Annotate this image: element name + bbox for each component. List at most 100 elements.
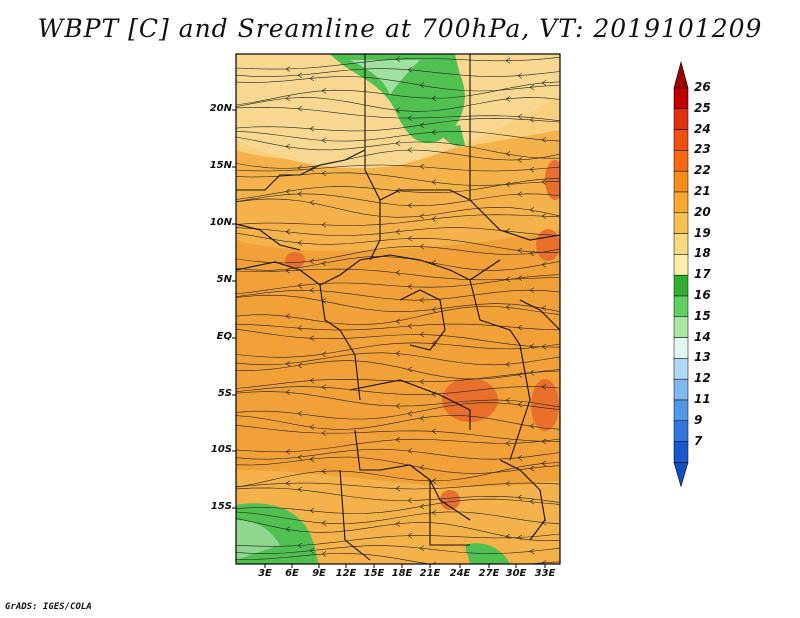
colorbar-swatch <box>673 399 689 422</box>
stream-arrow <box>285 143 291 150</box>
stream-arrow <box>541 137 547 143</box>
stream-arrow <box>407 410 413 417</box>
lat-tick-label: 5N <box>216 274 232 285</box>
colorbar-swatch <box>673 316 689 338</box>
stream-arrow <box>517 113 523 120</box>
streamline <box>236 415 560 430</box>
stream-arrow <box>407 323 413 329</box>
field-hot-spot <box>545 160 560 200</box>
lon-tick-label: 12E <box>335 568 357 579</box>
stream-arrow <box>517 455 523 461</box>
streamline <box>236 149 560 169</box>
colorbar-swatch <box>673 420 689 442</box>
stream-arrow <box>321 170 327 177</box>
lon-tick-label: 15E <box>363 568 385 579</box>
grads-credit: GrADS: IGES/COLA <box>5 602 92 612</box>
stream-arrow <box>395 485 401 492</box>
streamline <box>236 193 560 207</box>
stream-arrow <box>309 424 315 430</box>
colorbar-swatch <box>673 233 689 255</box>
stream-arrow <box>309 75 315 82</box>
stream-arrow <box>285 268 291 274</box>
stream-arrow <box>395 187 401 194</box>
lon-tick-label: 9E <box>312 568 326 579</box>
streamline <box>236 448 560 460</box>
stream-arrow <box>395 403 401 409</box>
stream-arrow <box>419 122 425 128</box>
stream-arrow <box>407 497 413 504</box>
streamline <box>236 328 560 348</box>
stream-arrow <box>285 95 291 102</box>
colorbar-swatch <box>673 358 689 380</box>
stream-arrow <box>529 117 535 123</box>
streamline <box>236 274 560 295</box>
stream-arrow <box>505 58 511 64</box>
stream-arrow <box>541 560 547 564</box>
stream-arrow <box>285 66 291 72</box>
lon-tick-label: 18E <box>391 568 413 579</box>
streamline <box>236 76 560 92</box>
stream-arrow <box>431 306 437 313</box>
stream-arrow <box>505 181 511 188</box>
stream-arrow <box>517 494 523 501</box>
stream-arrow <box>517 72 523 79</box>
stream-arrow <box>407 66 413 73</box>
colorbar-label: 12 <box>694 371 711 386</box>
colorbar-swatch <box>673 378 689 401</box>
streamline <box>236 130 560 142</box>
stream-arrow <box>309 377 315 384</box>
stream-arrow <box>297 486 303 493</box>
stream-arrow <box>505 276 511 283</box>
stream-arrow <box>505 96 511 102</box>
stream-arrow <box>297 191 303 197</box>
streamline <box>236 198 560 218</box>
stream-arrow <box>321 260 327 267</box>
colorbar-label: 9 <box>694 412 703 427</box>
axis-ticks <box>232 109 546 568</box>
colorbar-label: 19 <box>694 225 711 240</box>
stream-arrow <box>529 548 535 555</box>
map-frame <box>235 53 561 565</box>
stream-arrow <box>395 56 401 62</box>
stream-arrow <box>517 534 523 541</box>
streamline <box>236 545 560 554</box>
streamline <box>236 462 560 488</box>
stream-arrow <box>395 521 401 527</box>
stream-arrow <box>529 84 535 91</box>
stream-arrow <box>297 105 303 112</box>
stream-arrow <box>309 456 315 463</box>
stream-arrow <box>395 269 401 276</box>
colorbar-label: 26 <box>694 80 711 94</box>
stream-arrow <box>431 478 437 484</box>
streamline <box>236 323 560 331</box>
colorbar-label: 21 <box>694 184 711 198</box>
stream-arrow <box>395 318 401 324</box>
stream-arrow <box>407 283 413 290</box>
colorbar-label: 23 <box>694 142 711 157</box>
lon-tick-label: 24E <box>449 568 471 579</box>
stream-arrow <box>541 305 547 311</box>
lat-tick-label: 15N <box>209 160 232 171</box>
stream-arrow <box>321 551 327 557</box>
stream-arrow <box>419 415 425 421</box>
streamline <box>236 424 560 442</box>
stream-arrow <box>505 480 511 487</box>
colorbar-label: 18 <box>694 246 711 261</box>
colorbar-label: 14 <box>694 329 711 344</box>
stream-arrow <box>407 147 413 153</box>
field-hot-spot <box>440 490 460 510</box>
stream-arrow <box>541 213 547 219</box>
stream-arrow <box>505 151 511 157</box>
colorbar-top-arrow <box>673 60 689 89</box>
stream-arrow <box>541 261 547 268</box>
lon-tick-label: 30E <box>505 568 527 579</box>
stream-arrow <box>321 430 327 436</box>
stream-arrow <box>395 229 401 235</box>
colorbar-swatch <box>673 441 689 463</box>
stream-arrow <box>419 464 425 471</box>
lat-tick-label: 15S <box>210 501 232 512</box>
stream-arrow <box>395 107 401 113</box>
stream-arrow <box>297 72 303 78</box>
streamline <box>236 214 560 226</box>
field-green-north <box>330 54 465 144</box>
